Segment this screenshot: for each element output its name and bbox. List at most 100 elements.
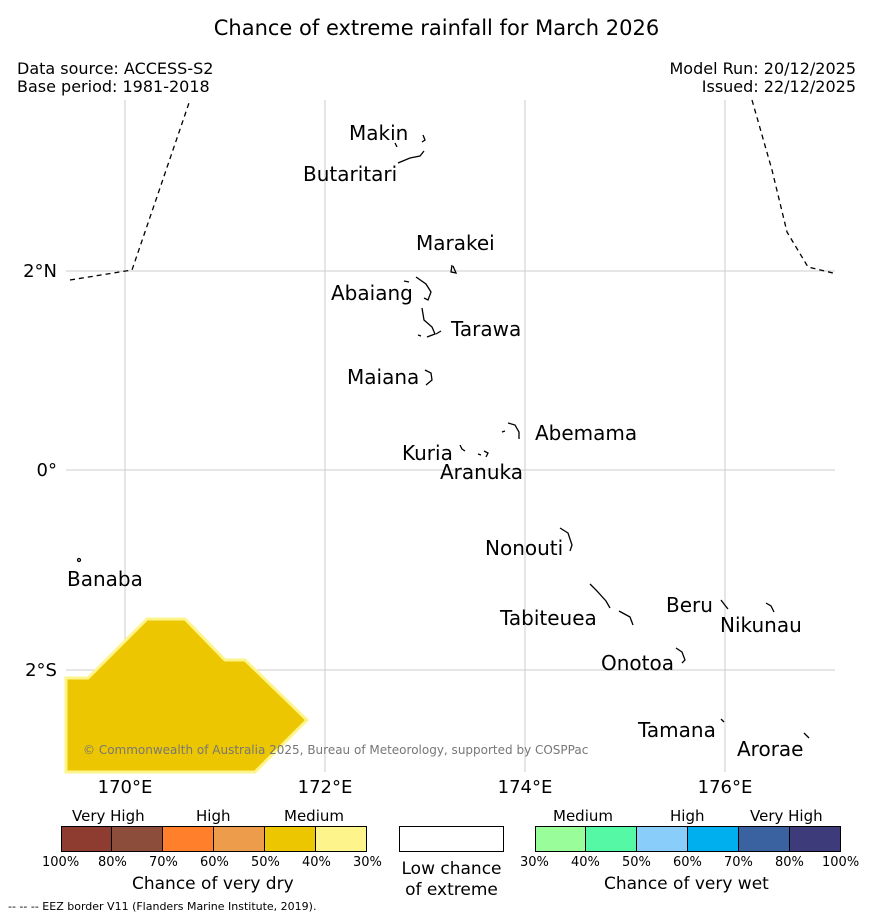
- island-tabiteuea-north: [589, 583, 611, 609]
- data-source-text: Data source: ACCESS-S2: [17, 59, 214, 78]
- island-arorae: [803, 732, 810, 739]
- place-label: Abemama: [535, 421, 637, 445]
- wet-tick: 100%: [822, 855, 860, 870]
- axis-labels: 2°N 0° 2°S 170°E 172°E 174°E 176°E: [23, 261, 752, 798]
- island-kuria-islet: [477, 453, 482, 456]
- island-tarawa-islet: [435, 330, 442, 335]
- place-label: Onotoa: [601, 651, 674, 675]
- place-label: Butaritari: [303, 162, 397, 186]
- dry-swatch: [316, 826, 367, 852]
- dry-swatch: [214, 826, 265, 852]
- wet-swatch: [535, 826, 586, 852]
- island-tarawa-islet-2: [417, 334, 422, 337]
- dry-level-medium: Medium: [284, 807, 344, 825]
- lat-tick-label: 0°: [37, 460, 57, 481]
- wet-swatch: [586, 826, 637, 852]
- island-tamana: [720, 718, 725, 723]
- lat-tick-label: 2°N: [23, 261, 57, 282]
- wet-swatch: [637, 826, 688, 852]
- island-abemama-islet: [501, 430, 506, 433]
- low-chance-caption-line: of extreme: [405, 880, 498, 900]
- island-tarawa: [421, 307, 436, 338]
- page-title: Chance of extreme rainfall for March 202…: [213, 16, 660, 40]
- place-label: Banaba: [67, 567, 143, 591]
- island-abaiang: [415, 276, 432, 301]
- lon-tick-label: 172°E: [298, 777, 353, 798]
- island-kuria: [459, 444, 466, 452]
- place-label: Arorae: [737, 737, 803, 761]
- lon-tick-label: 174°E: [498, 777, 553, 798]
- wet-tick: 30%: [520, 855, 549, 870]
- dry-tick: 40%: [302, 855, 331, 870]
- place-label: Tamana: [637, 718, 716, 742]
- model-run-text: Model Run: 20/12/2025: [669, 59, 857, 78]
- place-label: Makin: [349, 121, 408, 145]
- dry-swatch: [265, 826, 316, 852]
- wet-level-very-high: Very High: [750, 807, 823, 825]
- dry-tick: 50%: [251, 855, 280, 870]
- dry-swatch: [61, 826, 112, 852]
- island-butaritari: [397, 150, 425, 164]
- place-label: Nonouti: [485, 536, 563, 560]
- dry-level-high: High: [196, 807, 231, 825]
- dry-tick: 60%: [200, 855, 229, 870]
- dry-tick: 100%: [42, 855, 80, 870]
- low-chance-caption: Low chance of extreme: [399, 859, 504, 901]
- lon-tick-label: 176°E: [698, 777, 753, 798]
- copyright-notice: © Commonwealth of Australia 2025, Bureau…: [83, 743, 588, 757]
- island-abaiang-islet: [403, 280, 410, 283]
- place-label: Tarawa: [450, 317, 521, 341]
- island-banaba: [76, 557, 82, 563]
- eez-footnote: -- -- -- EEZ border V11 (Flanders Marine…: [8, 900, 317, 913]
- island-nonouti: [559, 527, 573, 552]
- island-abemama: [507, 422, 520, 439]
- dry-tick: 80%: [98, 855, 127, 870]
- dry-swatch: [112, 826, 163, 852]
- wet-level-high: High: [670, 807, 705, 825]
- lat-tick-label: 2°S: [25, 660, 57, 681]
- island-maiana: [424, 369, 433, 386]
- eez-borders: [69, 99, 834, 281]
- island-beru: [720, 599, 729, 610]
- island-makin-islet: [394, 142, 398, 148]
- island-aranuka: [483, 450, 489, 458]
- island-makin: [421, 134, 426, 143]
- wet-caption: Chance of very wet: [604, 874, 769, 894]
- island-marakei: [450, 264, 458, 274]
- place-label: Abaiang: [331, 281, 413, 305]
- wet-tick: 50%: [622, 855, 651, 870]
- dry-caption: Chance of very dry: [132, 874, 294, 894]
- wet-swatch: [790, 826, 841, 852]
- place-label: Kuria: [402, 441, 453, 465]
- island-nikunau: [765, 602, 775, 613]
- wet-tick: 70%: [724, 855, 753, 870]
- lon-tick-label: 170°E: [98, 777, 153, 798]
- wet-tick: 80%: [775, 855, 804, 870]
- place-label: Beru: [666, 593, 713, 617]
- wet-tick: 60%: [673, 855, 702, 870]
- eez-border-east: [751, 99, 834, 274]
- map-panel: Makin Butaritari Marakei Abaiang Tarawa …: [23, 99, 835, 798]
- wet-swatch: [739, 826, 790, 852]
- dry-level-very-high: Very High: [72, 807, 145, 825]
- island-outlines: [76, 134, 810, 739]
- place-labels: Makin Butaritari Marakei Abaiang Tarawa …: [67, 121, 803, 761]
- issued-text: Issued: 22/12/2025: [701, 77, 856, 96]
- base-period-text: Base period: 1981-2018: [17, 77, 210, 96]
- island-onotoa: [675, 647, 686, 664]
- eez-border-west: [69, 99, 191, 281]
- wet-level-medium: Medium: [553, 807, 613, 825]
- model-run-block: Model Run: 20/12/2025 Issued: 22/12/2025: [670, 60, 857, 96]
- low-chance-swatch: [399, 826, 504, 852]
- dry-tick: 70%: [149, 855, 178, 870]
- data-source-block: Data source: ACCESS-S2 Base period: 1981…: [17, 60, 213, 96]
- place-label: Tabiteuea: [499, 606, 597, 630]
- wet-swatch: [688, 826, 739, 852]
- low-chance-caption-line: Low chance: [401, 859, 502, 879]
- place-label: Aranuka: [440, 460, 523, 484]
- wet-tick: 40%: [571, 855, 600, 870]
- place-label: Maiana: [347, 365, 419, 389]
- place-label: Marakei: [416, 231, 495, 255]
- gridlines: [66, 100, 835, 772]
- very-dry-medium-region: [64, 617, 310, 774]
